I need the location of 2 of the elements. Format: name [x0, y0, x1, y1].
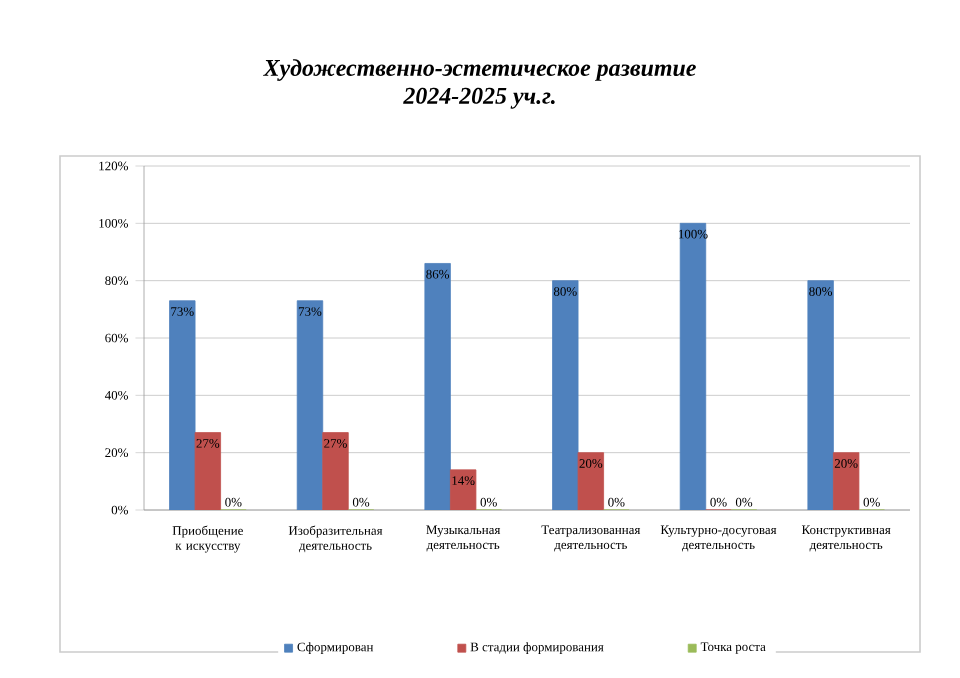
chart-title: Художественно-эстетическое развитие: [263, 59, 696, 81]
chart-subtitle: 2024-2025 уч.г.: [403, 87, 555, 109]
